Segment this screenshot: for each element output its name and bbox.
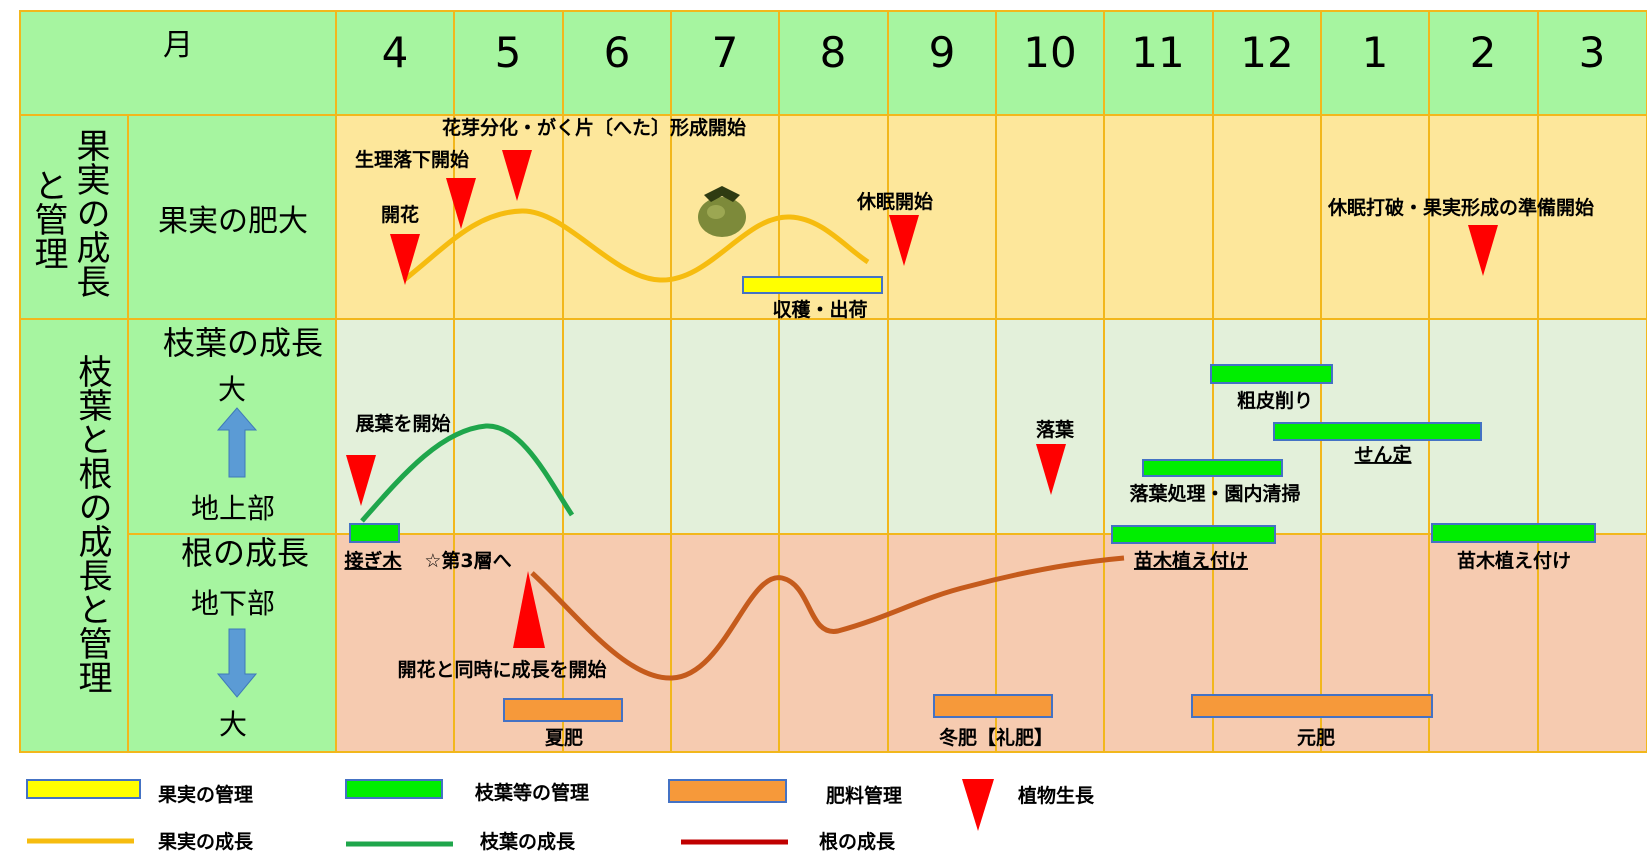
growth-markers [346, 150, 1498, 648]
bar-fuyugoe [933, 694, 1053, 718]
legend-fruit-mgmt: 果実の管理 [157, 783, 253, 806]
bar-sohi [1210, 364, 1333, 384]
label-motogoe: 元肥 [1297, 727, 1335, 749]
marker-rakuyo [1036, 444, 1066, 495]
legend-branch-mgmt: 枝葉等の管理 [475, 781, 589, 804]
above-ground-label: 地上部 [191, 492, 275, 525]
label-kyumin: 休眠開始 [856, 190, 933, 213]
branch-group-label: 枝葉と根の成長と管理 [72, 354, 112, 694]
month-8: 8 [820, 28, 847, 77]
marker-root-start [513, 571, 545, 648]
marker-seiri [446, 178, 476, 229]
down-arrow-icon [216, 628, 258, 698]
label-tenyo: 展葉を開始 [355, 412, 450, 435]
month-headers: 4 5 6 7 8 9 10 11 12 1 2 3 [382, 28, 1606, 77]
legend-plant-growth: 植物生長 [1018, 784, 1095, 807]
month-3: 3 [1579, 28, 1606, 77]
legend-swatch-branch-mgmt [345, 779, 443, 799]
up-arrow-icon [216, 407, 258, 478]
legend-swatch-fert-mgmt [668, 779, 787, 803]
label-layer3: ☆第3層へ [424, 549, 511, 572]
marker-hanamebunka [502, 150, 532, 201]
branch-row-label: 枝葉の成長 [163, 324, 323, 362]
legend-fruit-growth: 果実の成長 [157, 830, 254, 853]
fruit-group-label-line1: 果実の成長 [70, 128, 110, 298]
root-growth-curve [530, 555, 1125, 681]
label-kyumin-daha: 休眠打破・果実形成の準備開始 [1327, 196, 1594, 219]
bar-shukaku [742, 276, 883, 294]
label-naegi2: 苗木植え付け [1457, 549, 1571, 572]
persimmon-fruit-icon [698, 186, 746, 237]
bar-sentei [1273, 422, 1482, 441]
month-header-label: 月 [163, 28, 193, 63]
large-label-bottom: 大 [219, 708, 247, 741]
label-naegi1: 苗木植え付け [1134, 549, 1248, 572]
legend-branch-growth: 枝葉の成長 [480, 830, 576, 853]
month-12: 12 [1240, 28, 1293, 77]
label-hanamebunka: 花芽分化・がく片〔へた〕形成開始 [442, 116, 746, 139]
label-kaika: 開花 [381, 203, 419, 226]
label-rakuyo-shori: 落葉処理・園内清掃 [1129, 482, 1300, 505]
marker-kaika [390, 234, 420, 285]
label-kaika-doji: 開花と同時に成長を開始 [397, 658, 606, 681]
bar-naegi2 [1431, 523, 1596, 543]
marker-kyumin [889, 215, 919, 266]
legend-fert-mgmt: 肥料管理 [826, 784, 902, 807]
label-sohi: 粗皮削り [1237, 389, 1313, 412]
left-column-bg [20, 115, 336, 752]
legend-swatch-triangle [962, 779, 994, 831]
fruit-row-label: 果実の肥大 [158, 204, 308, 239]
marker-kyumin-daha [1468, 225, 1498, 276]
label-tsugiki: 接ぎ木 [344, 549, 402, 572]
bar-rakuyo-shori [1142, 459, 1283, 477]
bar-motogoe [1191, 694, 1433, 718]
legend-root-growth: 根の成長 [819, 830, 896, 853]
label-rakuyo: 落葉 [1036, 418, 1075, 441]
label-sentei: せん定 [1354, 443, 1411, 466]
label-natsugoe: 夏肥 [545, 727, 583, 749]
branch-growth-curve [360, 423, 575, 523]
fruit-group-label-line2: と管理 [28, 168, 68, 270]
legend-swatch-fruit-mgmt [26, 779, 141, 799]
bar-tsugiki [349, 523, 400, 543]
month-7: 7 [712, 28, 739, 77]
month-11: 11 [1131, 28, 1184, 77]
label-shukaku: 収穫・出荷 [772, 298, 867, 321]
label-seiri: 生理落下開始 [355, 148, 469, 171]
month-9: 9 [929, 28, 956, 77]
bar-naegi1 [1111, 525, 1276, 544]
month-6: 6 [604, 28, 631, 77]
month-4: 4 [382, 28, 409, 77]
month-2: 2 [1470, 28, 1497, 77]
legend: 果実の管理 枝葉等の管理 肥料管理 植物生長 果実の成長 枝葉の成長 根の成長 [26, 779, 1095, 853]
header-row-bg [20, 11, 1647, 115]
root-row-label: 根の成長 [181, 534, 309, 572]
below-ground-label: 地下部 [191, 587, 275, 620]
label-fuyugoe: 冬肥【礼肥】 [939, 726, 1053, 749]
bar-natsugoe [503, 698, 623, 722]
large-label-top: 大 [218, 373, 246, 406]
month-5: 5 [495, 28, 522, 77]
marker-tenyo [346, 455, 376, 506]
fruit-growth-curve [402, 208, 870, 283]
month-10: 10 [1023, 28, 1076, 77]
month-1: 1 [1362, 28, 1389, 77]
